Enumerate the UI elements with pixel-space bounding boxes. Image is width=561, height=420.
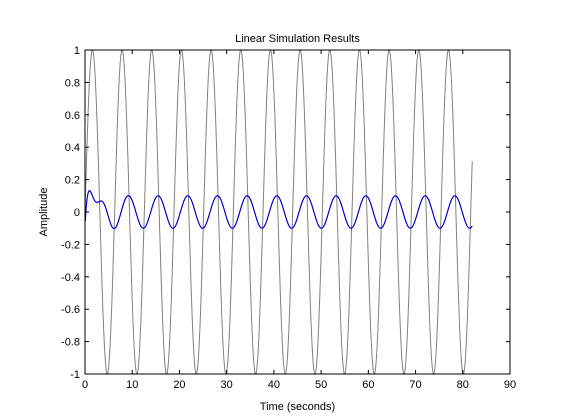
x-axis-label: Time (seconds) xyxy=(260,401,335,413)
x-tick-label: 30 xyxy=(221,379,233,391)
y-tick-label: -0.8 xyxy=(61,337,80,349)
ticks-layer: 0 10 20 30 40 50 60 70 80 90 -1 -0.8 -0.6 -0.4 -0.2 0 0.… xyxy=(61,45,516,391)
x-tick-label: 0 xyxy=(82,379,88,391)
series-output-line xyxy=(84,190,473,230)
y-tick-label: 0.8 xyxy=(65,77,80,89)
y-tick-label: 0 xyxy=(74,207,80,219)
y-tick-label: -0.6 xyxy=(61,304,80,316)
y-tick-label: 0.4 xyxy=(65,142,80,154)
y-tick-label: -0.2 xyxy=(61,239,80,251)
y-tick-label: 1 xyxy=(74,45,80,57)
x-tick-label: 70 xyxy=(409,379,421,391)
axes-background xyxy=(85,50,510,374)
y-tick-label: -0.4 xyxy=(61,272,80,284)
y-tick-label: -1 xyxy=(70,369,80,381)
x-tick-label: 40 xyxy=(268,379,280,391)
x-tick-label: 80 xyxy=(457,379,469,391)
y-tick-label: 0.6 xyxy=(65,110,80,122)
chart-title: Linear Simulation Results xyxy=(235,33,360,45)
y-tick-label: 0.2 xyxy=(65,175,80,187)
x-tick-label: 50 xyxy=(315,379,327,391)
series-input-line xyxy=(84,49,473,375)
y-axis-label: Amplitude xyxy=(38,188,50,237)
series-layer xyxy=(84,49,473,375)
x-tick-label: 20 xyxy=(173,379,185,391)
x-tick-label: 10 xyxy=(126,379,138,391)
x-tick-label: 60 xyxy=(362,379,374,391)
x-tick-label: 90 xyxy=(504,379,516,391)
